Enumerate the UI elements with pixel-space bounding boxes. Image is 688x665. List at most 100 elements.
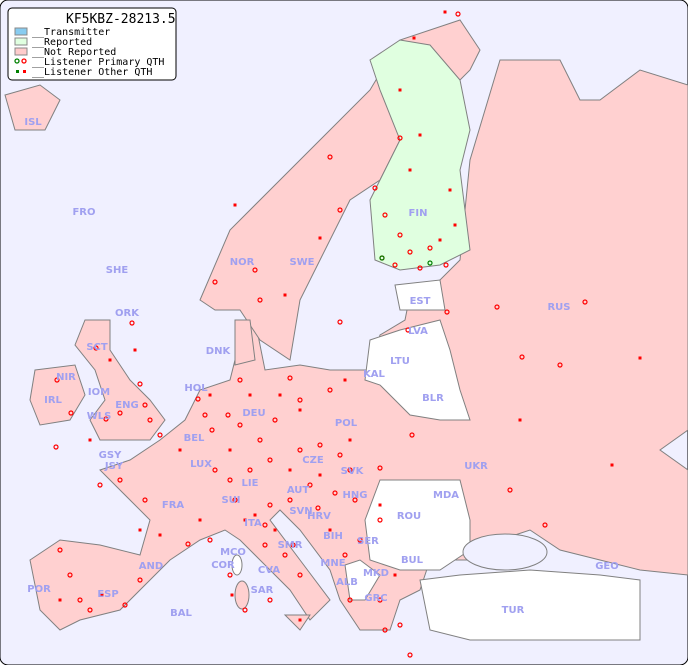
listener-other-marker bbox=[288, 468, 292, 472]
listener-primary-marker bbox=[407, 652, 413, 658]
listener-primary-marker bbox=[207, 537, 213, 543]
listener-primary-marker bbox=[443, 262, 449, 268]
listener-primary-marker bbox=[290, 542, 296, 548]
listener-primary-marker bbox=[257, 437, 263, 443]
listener-other-marker bbox=[318, 236, 322, 240]
country-label-hng: HNG bbox=[343, 490, 368, 501]
listener-other-marker bbox=[518, 418, 522, 422]
country-label-sui: SUI bbox=[221, 495, 240, 506]
listener-primary-marker bbox=[407, 249, 413, 255]
country-label-and: AND bbox=[139, 561, 163, 572]
listener-primary-marker-green bbox=[379, 255, 385, 261]
listener-primary-marker bbox=[117, 477, 123, 483]
country-label-lva: LVA bbox=[408, 326, 428, 337]
country-est bbox=[394, 279, 446, 311]
listener-other-marker bbox=[88, 438, 92, 442]
listener-other-marker bbox=[198, 518, 202, 522]
legend-transmitter: __Transmitter bbox=[32, 27, 110, 38]
listener-other-marker bbox=[133, 348, 137, 352]
listener-primary-marker bbox=[287, 497, 293, 503]
listener-primary-marker bbox=[337, 319, 343, 325]
country-label-jsy: JSY bbox=[104, 461, 124, 472]
country-label-she: SHE bbox=[106, 265, 129, 276]
listener-primary-marker bbox=[68, 410, 74, 416]
listener-primary-marker bbox=[93, 345, 99, 351]
country-label-svk: SVK bbox=[341, 466, 365, 477]
listener-primary-marker bbox=[227, 477, 233, 483]
country-label-gsy: GSY bbox=[99, 450, 122, 461]
country-label-deu: DEU bbox=[242, 408, 265, 419]
listener-other-marker bbox=[418, 133, 422, 137]
listener-primary-marker bbox=[297, 397, 303, 403]
listener-other-marker bbox=[408, 168, 412, 172]
listener-other-marker bbox=[233, 203, 237, 207]
country-label-por: POR bbox=[27, 584, 51, 595]
legend-box bbox=[7, 7, 177, 81]
legend-reported: __Reported bbox=[32, 37, 92, 48]
map-title: KF5KBZ-28213.5 bbox=[66, 12, 176, 27]
country-label-kal: KAL bbox=[363, 369, 385, 380]
listener-primary-marker bbox=[455, 11, 461, 17]
listener-markers bbox=[53, 10, 642, 658]
listener-primary-marker bbox=[417, 265, 423, 271]
country-label-wls: WLS bbox=[87, 411, 112, 422]
listener-primary-marker bbox=[147, 417, 153, 423]
country-label-grc: GRC bbox=[364, 593, 387, 604]
listener-other-marker bbox=[228, 448, 232, 452]
listener-primary-marker bbox=[405, 327, 411, 333]
listener-primary-marker bbox=[494, 304, 500, 310]
listener-primary-marker bbox=[272, 417, 278, 423]
listener-other-marker bbox=[253, 513, 257, 517]
listener-primary-marker bbox=[427, 245, 433, 251]
listener-other-marker bbox=[273, 528, 277, 532]
country-label-nor: NOR bbox=[230, 257, 255, 268]
country-label-swe: SWE bbox=[289, 257, 314, 268]
country-label-isl: ISL bbox=[24, 117, 42, 128]
country-label-hrv: HRV bbox=[307, 511, 331, 522]
listener-primary-marker bbox=[382, 212, 388, 218]
listener-primary-marker bbox=[347, 597, 353, 603]
listener-primary-marker bbox=[77, 597, 83, 603]
listener-primary-marker-green bbox=[427, 260, 433, 266]
country-label-smr: SMR bbox=[278, 540, 303, 551]
ireland bbox=[29, 364, 86, 426]
country-label-ltu: LTU bbox=[390, 356, 410, 367]
listener-primary-marker bbox=[103, 416, 109, 422]
listener-other-marker bbox=[412, 36, 416, 40]
listener-primary-marker bbox=[582, 299, 588, 305]
listener-primary-marker bbox=[237, 422, 243, 428]
listener-other-marker bbox=[278, 393, 282, 397]
country-label-cva: CVA bbox=[258, 565, 280, 576]
listener-other-marker bbox=[208, 393, 212, 397]
country-alb-mkd bbox=[344, 559, 381, 601]
reported-swatch bbox=[14, 37, 28, 46]
sardinia bbox=[234, 580, 250, 610]
listener-primary-marker bbox=[262, 542, 268, 548]
listener-primary-marker bbox=[337, 452, 343, 458]
listener-primary-marker bbox=[347, 467, 353, 473]
black-sea bbox=[462, 533, 548, 571]
listener-primary-marker bbox=[357, 537, 363, 543]
listener-primary-marker bbox=[282, 552, 288, 558]
listener-primary-marker bbox=[557, 362, 563, 368]
listener-primary-marker bbox=[137, 381, 143, 387]
listener-other-marker bbox=[248, 393, 252, 397]
listener-other-marker bbox=[393, 573, 397, 577]
listener-other-marker bbox=[348, 438, 352, 442]
listener-other-marker bbox=[343, 378, 347, 382]
country-label-fra: FRA bbox=[162, 500, 185, 511]
country-label-svn: SVN bbox=[289, 506, 312, 517]
listener-other-marker bbox=[318, 473, 322, 477]
listener-other-marker bbox=[438, 238, 442, 242]
iceland bbox=[4, 84, 61, 131]
listener-other-marker bbox=[100, 593, 104, 597]
listener-primary-marker bbox=[327, 154, 333, 160]
country-label-ser: SER bbox=[357, 536, 379, 547]
listener-primary-marker bbox=[227, 572, 233, 578]
listener-other-marker bbox=[453, 223, 457, 227]
legend: KF5KBZ-28213.5 __Transmitter __Reported … bbox=[7, 7, 177, 81]
transmitter-swatch bbox=[14, 27, 28, 36]
country-label-blr: BLR bbox=[422, 393, 444, 404]
listener-primary-marker bbox=[267, 597, 273, 603]
